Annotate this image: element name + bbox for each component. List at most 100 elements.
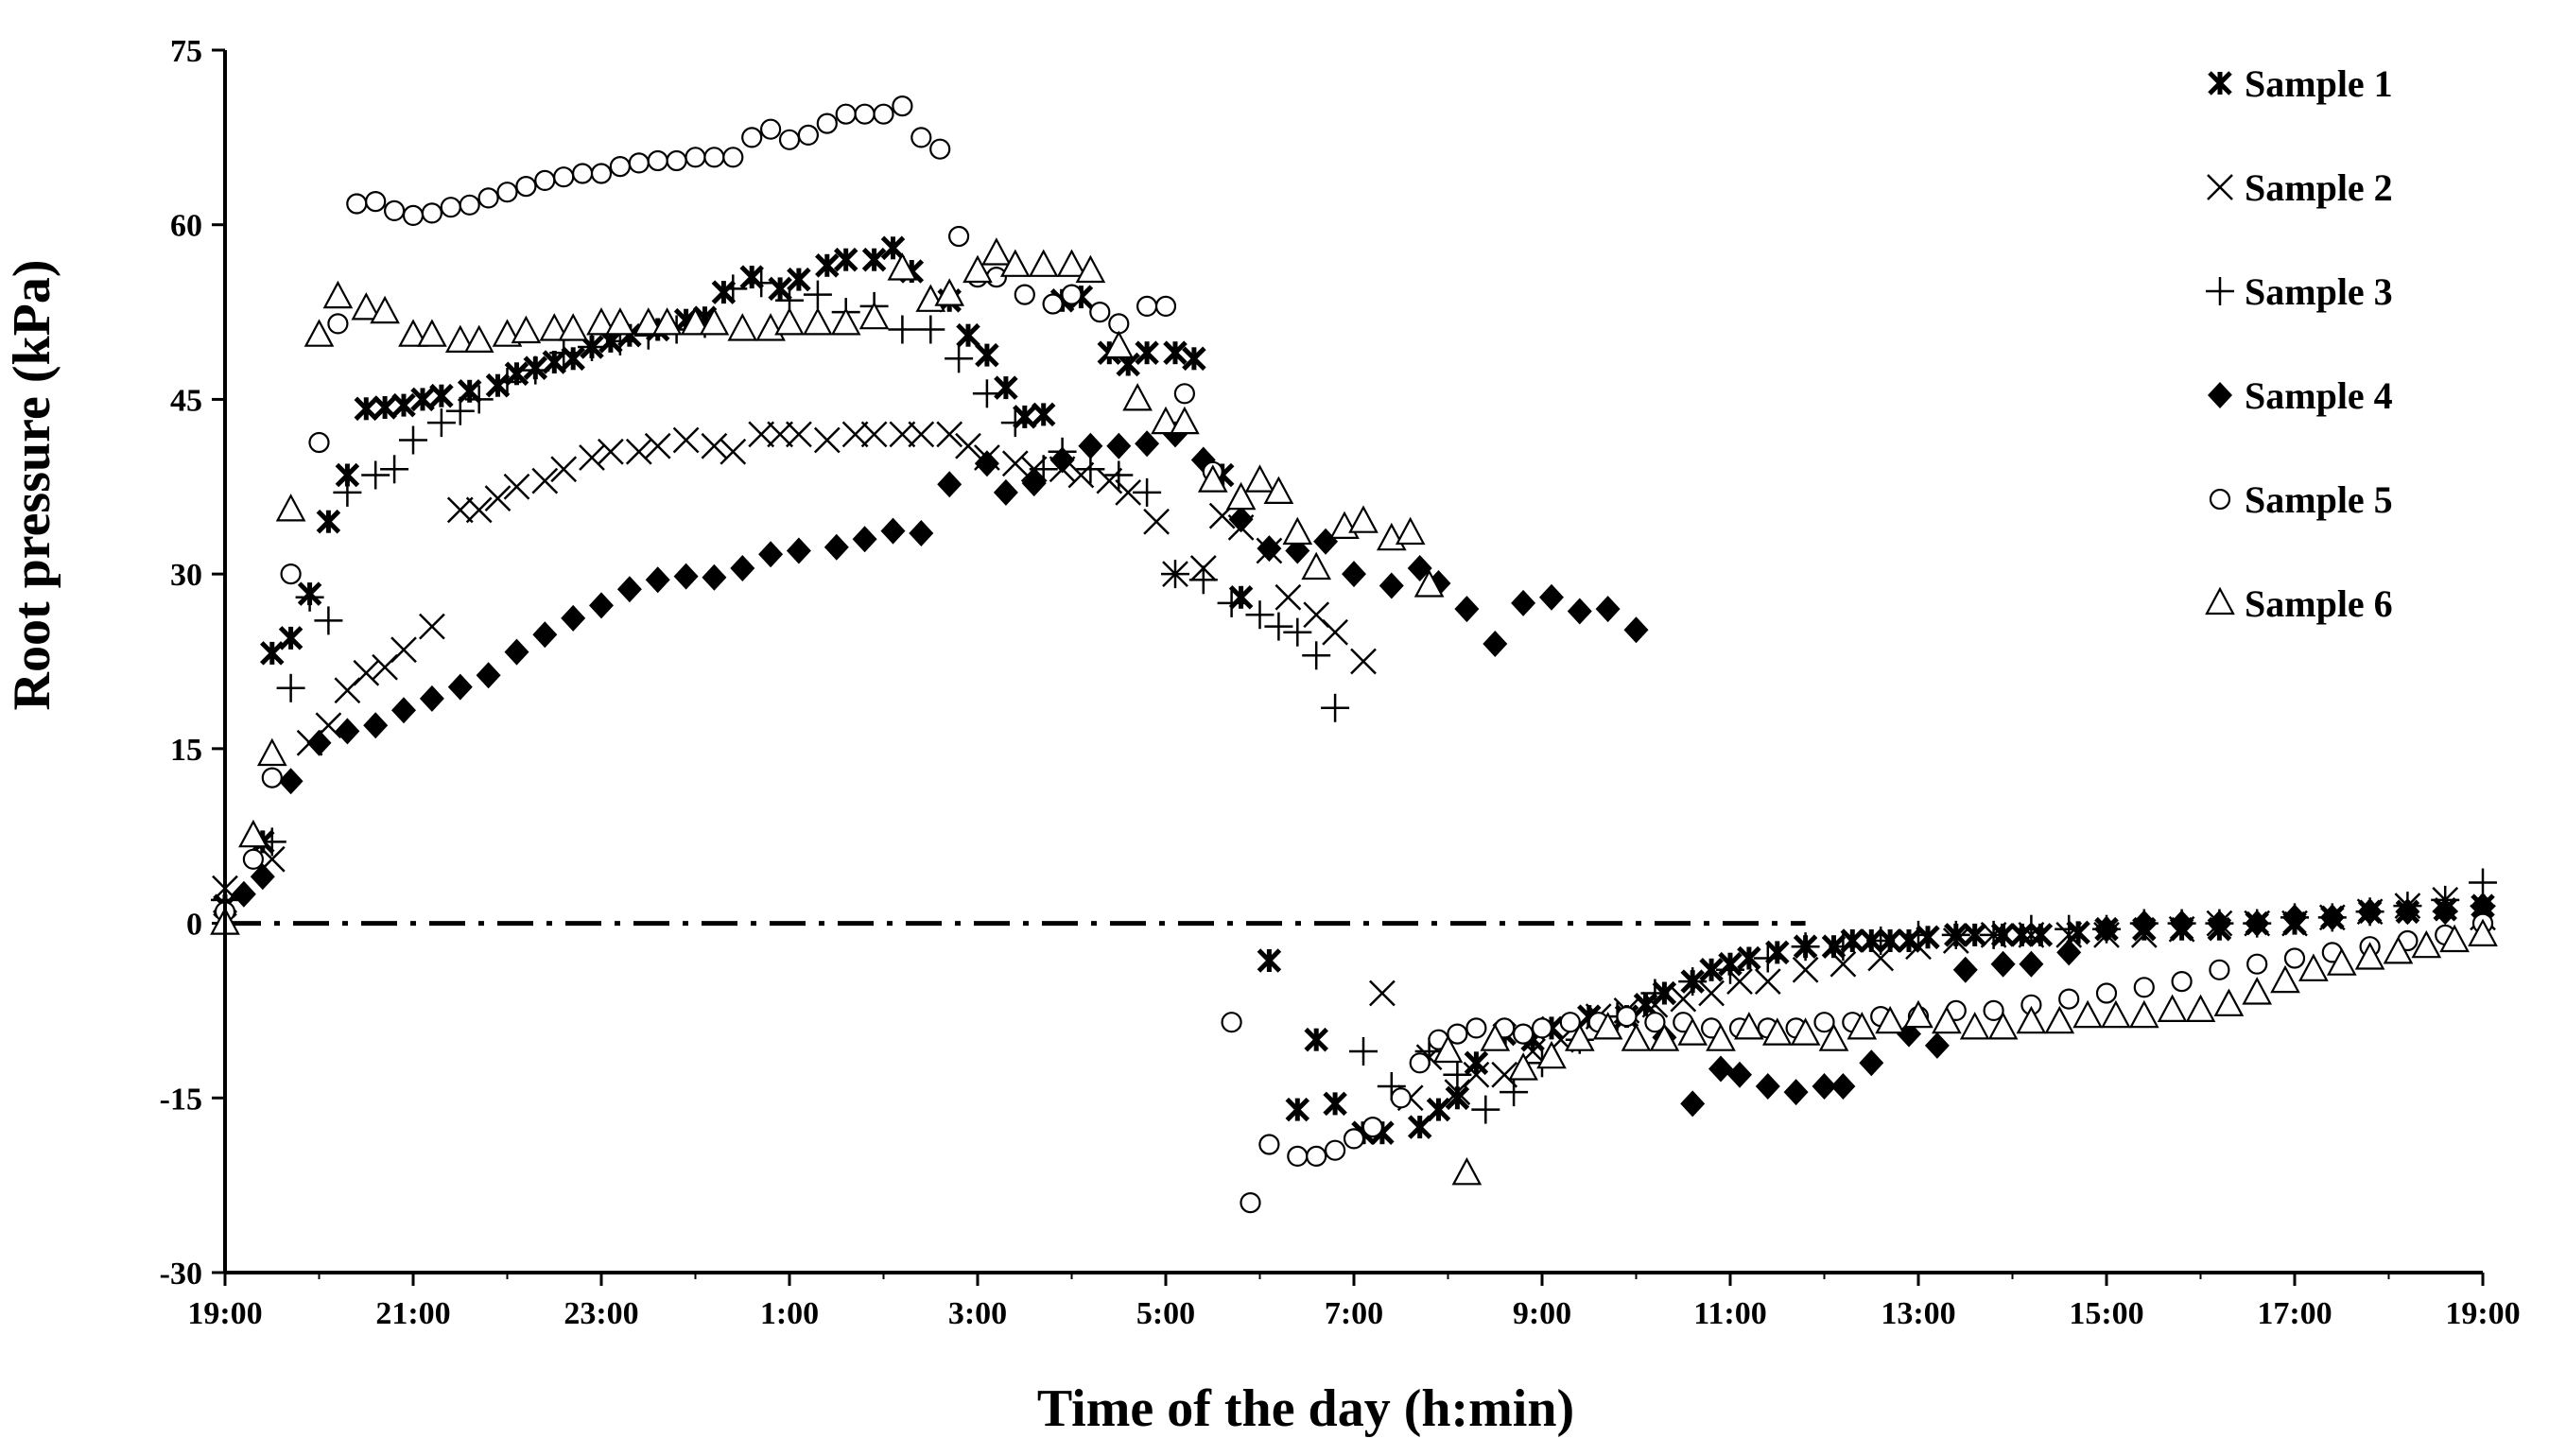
legend-item-sample-6: Sample 6	[2205, 582, 2393, 625]
sample-5-point	[1089, 302, 1111, 323]
sample-5-point	[910, 127, 932, 148]
sample-1-point	[412, 388, 433, 410]
y-tick-label: 60	[170, 209, 202, 244]
sample-4-point	[937, 471, 962, 498]
legend-item-sample-4: Sample 4	[2208, 374, 2393, 417]
sample-1-point	[836, 249, 857, 271]
legend-item-sample-1: Sample 1	[2210, 62, 2393, 105]
sample-3-point	[275, 672, 306, 704]
sample-4-point	[1783, 1079, 1809, 1106]
legend: Sample 1 Sample 2 Sample 3 Sample 4 Sample 5…	[2204, 62, 2393, 625]
sample-2-point	[1792, 956, 1819, 984]
sample-3-point	[887, 314, 918, 345]
sample-6-point	[2017, 1007, 2046, 1034]
legend-marker	[2208, 382, 2232, 408]
y-axis-title: Root pressure (kPa)	[3, 259, 61, 710]
sample-5-point	[854, 103, 876, 125]
sample-5-point	[1390, 1087, 1412, 1109]
sample-4-point	[880, 517, 906, 545]
legend-item-sample-3: Sample 3	[2204, 270, 2393, 313]
sample-5-point	[1108, 313, 1130, 335]
sample-4-point	[1924, 1031, 1950, 1059]
sample-6-point	[2129, 1000, 2159, 1029]
sample-6-point	[559, 314, 588, 341]
sample-4-point	[1454, 596, 1480, 623]
sample-6-point	[981, 238, 1012, 266]
sample-5-point	[816, 113, 838, 134]
sample-6-point	[1245, 465, 1274, 493]
legend-item-sample-5: Sample 5	[2209, 478, 2393, 521]
x-tick-label: 1:00	[760, 1296, 819, 1331]
sample-4-point	[852, 526, 877, 553]
sample-5-point	[1061, 284, 1083, 305]
sample-3-point	[1319, 692, 1351, 724]
sample-4-point	[1595, 596, 1621, 623]
sample-1-point	[1136, 341, 1157, 364]
sample-2-point	[353, 659, 380, 687]
sample-5-point	[2209, 959, 2230, 980]
sample-4-point	[1680, 1090, 1706, 1118]
sample-3-point	[1103, 459, 1135, 491]
sample-4-point	[1859, 1049, 1884, 1077]
sample-1-point	[977, 344, 997, 367]
sample-5-point	[778, 129, 801, 150]
sample-5-point	[1240, 1191, 1261, 1214]
sample-5-point	[1042, 293, 1064, 315]
sample-6-point	[2214, 989, 2244, 1016]
sample-5-point	[421, 202, 442, 224]
sample-5-point	[553, 166, 575, 188]
sample-3-point	[294, 581, 325, 614]
sample-5-point	[685, 147, 706, 168]
sample-6-point	[1348, 506, 1379, 533]
sample-2-point	[597, 438, 625, 466]
sample-4-point	[2019, 950, 2044, 978]
y-tick-label: 75	[170, 34, 202, 69]
sample-5-point	[384, 199, 406, 221]
sample-4-point	[786, 537, 811, 564]
sample-6-point	[803, 308, 833, 336]
sample-5-point	[1343, 1128, 1365, 1150]
x-tick-label: 21:00	[375, 1296, 450, 1331]
sample-2-point	[418, 613, 446, 640]
sample-6-point	[276, 494, 305, 522]
legend-label: Sample 1	[2245, 62, 2393, 105]
sample-6-point	[417, 320, 446, 347]
legend-marker	[2204, 275, 2236, 307]
sample-5-point	[1324, 1139, 1346, 1161]
sample-3-point	[971, 378, 1003, 409]
sample-5-point	[985, 267, 1008, 288]
sample-3-point	[425, 407, 458, 439]
sample-2-point	[1001, 449, 1030, 477]
sample-6-point	[1396, 517, 1425, 546]
sample-1-point	[374, 396, 395, 419]
sample-5-point	[571, 163, 594, 184]
series-5	[214, 95, 2494, 1214]
sample-6-point	[2270, 965, 2300, 994]
sample-2-point	[908, 421, 935, 448]
series-6	[210, 238, 2498, 1186]
sample-3-point	[2467, 867, 2499, 898]
sample-1-point	[1287, 1099, 1308, 1121]
sample-5-point	[873, 103, 894, 125]
y-tick-label: 0	[186, 908, 202, 943]
legend-label: Sample 5	[2245, 478, 2393, 521]
sample-6-point	[728, 314, 757, 341]
sample-5-point	[722, 147, 744, 168]
sample-6-point	[1029, 250, 1058, 277]
x-tick-label: 17:00	[2257, 1296, 2332, 1331]
sample-3-point	[1300, 640, 1332, 671]
x-tick-label: 11:00	[1693, 1296, 1766, 1331]
sample-6-point	[1452, 1158, 1482, 1186]
sample-6-point	[1960, 1013, 1989, 1040]
sample-5-point	[1014, 284, 1035, 305]
sample-6-point	[323, 282, 353, 309]
sample-4-point	[335, 718, 360, 745]
sample-4-point	[2169, 910, 2194, 937]
x-tick-label: 7:00	[1325, 1296, 1383, 1331]
sample-1-point	[958, 324, 979, 347]
sample-5-point	[534, 169, 556, 191]
sample-3-point	[378, 454, 410, 485]
sample-5-point	[628, 152, 650, 174]
sample-4-point	[278, 768, 303, 795]
sample-2-point	[841, 421, 869, 448]
